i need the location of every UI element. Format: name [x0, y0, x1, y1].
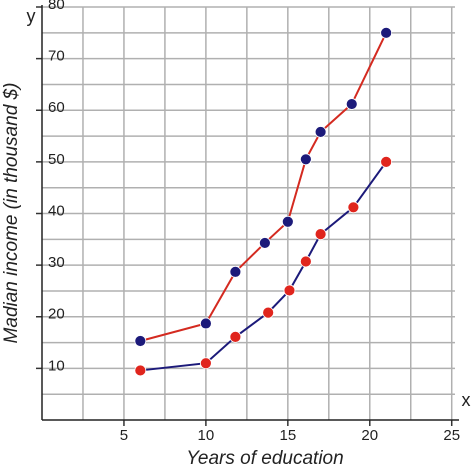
series-line: [140, 161, 387, 372]
data-point: [299, 255, 312, 268]
data-point: [283, 284, 296, 297]
y-tick-label: 30: [48, 254, 65, 271]
y-tick-label: 60: [48, 99, 65, 116]
data-point: [258, 237, 271, 249]
y-axis-title: Madian income (in thousand $): [1, 83, 22, 344]
data-point: [281, 215, 294, 228]
x-tick-label: 25: [443, 427, 460, 444]
data-point: [199, 357, 212, 370]
data-point: [345, 98, 358, 110]
data-point: [229, 265, 242, 278]
x-tick-label: 20: [361, 427, 378, 444]
y-tick-label: 80: [48, 0, 65, 13]
y-axis-letter: y: [27, 6, 36, 26]
data-point: [262, 306, 275, 319]
x-axis-title: Years of education: [186, 448, 343, 469]
x-tick-label: 5: [120, 427, 128, 444]
data-point: [347, 201, 360, 214]
data-point: [199, 317, 212, 330]
data-point: [314, 228, 327, 241]
data-point: [380, 155, 393, 168]
data-point: [314, 126, 327, 138]
y-tick-label: 40: [48, 202, 65, 219]
x-tick-label: 15: [279, 427, 296, 444]
data-point: [229, 330, 242, 343]
data-point: [299, 153, 312, 166]
y-tick-label: 20: [48, 306, 65, 323]
series-line: [140, 32, 388, 342]
y-tick-label: 50: [48, 151, 65, 168]
y-tick-label: 10: [48, 357, 65, 374]
x-tick-label: 10: [198, 427, 215, 444]
data-point: [134, 364, 147, 377]
y-tick-label: 70: [48, 48, 65, 65]
data-point: [380, 26, 393, 39]
data-point: [134, 335, 147, 347]
x-axis-letter: x: [462, 390, 471, 410]
